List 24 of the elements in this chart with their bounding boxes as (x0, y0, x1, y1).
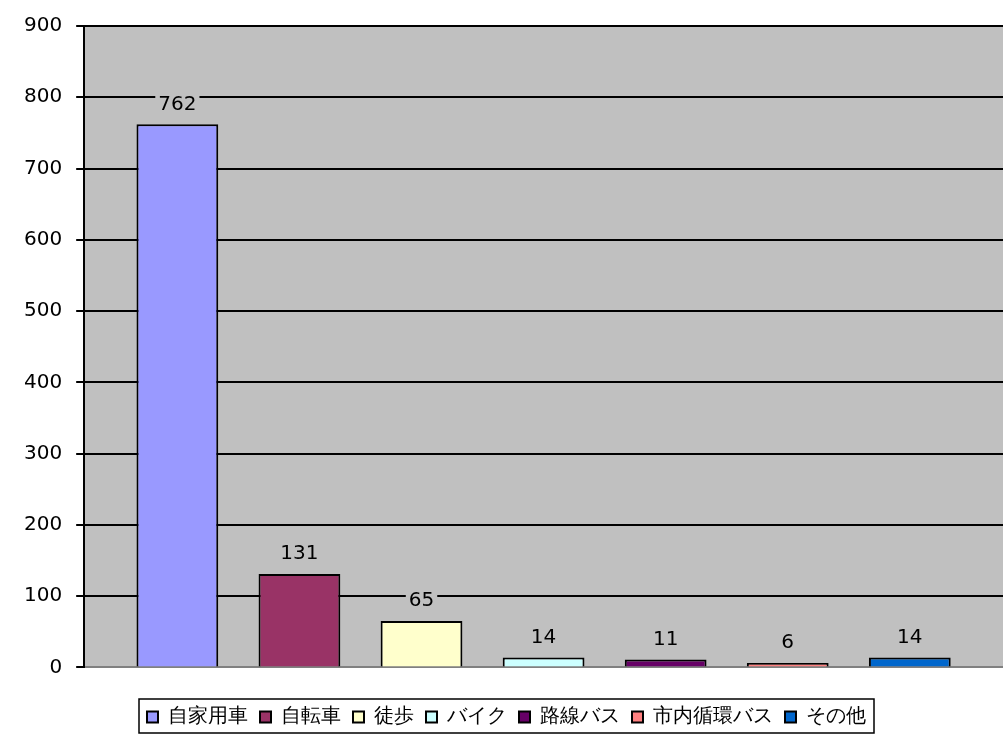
legend-label: 自家用車 (168, 703, 248, 728)
y-tick-label: 600 (23, 226, 63, 250)
y-tick-label: 100 (23, 582, 63, 607)
y-tick-label: 300 (23, 439, 63, 464)
data-label: 65 (408, 587, 435, 612)
data-label: 762 (158, 90, 197, 115)
y-tick-label: 500 (23, 297, 63, 322)
data-label: 14 (530, 623, 557, 648)
y-tick-label: 800 (23, 83, 63, 108)
data-label: 11 (652, 625, 679, 650)
y-tick-label: 200 (23, 511, 63, 536)
legend-label: その他 (806, 703, 866, 728)
data-label: 131 (280, 540, 319, 565)
y-tick-label: 900 (23, 12, 63, 37)
y-tick-label: 0 (49, 653, 63, 678)
legend-label: 路線バス (540, 703, 620, 728)
legend-label: バイク (446, 703, 507, 728)
legend-label: 自転車 (281, 703, 341, 728)
legend-label: 徒歩 (374, 703, 414, 728)
legend-label: 市内循環バス (653, 703, 773, 728)
y-tick-label: 400 (23, 368, 63, 393)
data-label: 14 (897, 623, 923, 648)
y-tick-label: 700 (23, 154, 63, 179)
data-label: 6 (781, 629, 795, 654)
